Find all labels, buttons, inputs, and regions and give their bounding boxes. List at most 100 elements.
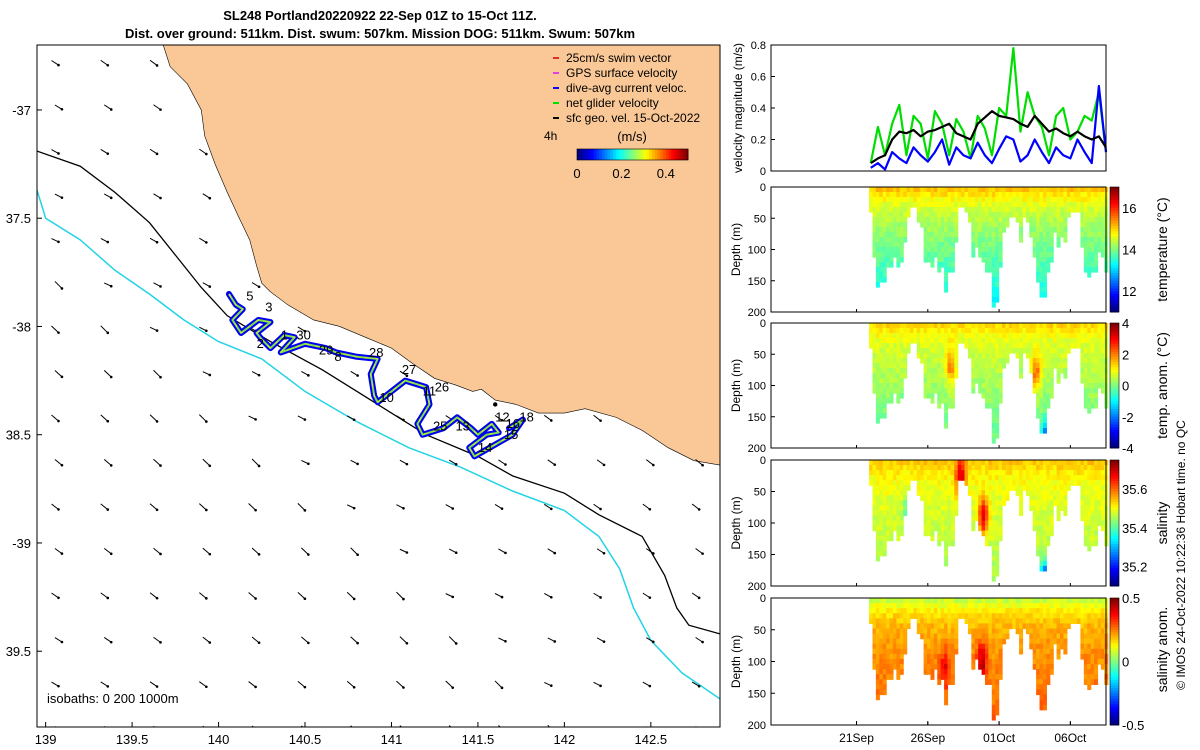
- section-cell: [889, 212, 894, 218]
- section-cell: [933, 333, 938, 339]
- section-cell: [889, 603, 894, 609]
- section-cell: [995, 505, 1000, 511]
- current-arrow: [248, 681, 256, 688]
- current-arrow: [199, 237, 207, 243]
- section-cell: [1049, 227, 1054, 233]
- section-cell: [1063, 232, 1068, 238]
- section-cell: [927, 393, 932, 399]
- section-cell: [1019, 510, 1024, 517]
- section-cell: [1080, 192, 1085, 198]
- section-cell: [875, 495, 880, 501]
- section-cell: [1042, 373, 1047, 379]
- section-cell: [892, 664, 897, 670]
- section-cell: [1094, 187, 1099, 193]
- section-cell: [1012, 328, 1017, 334]
- section-cell: [892, 618, 897, 624]
- section-cell: [927, 515, 932, 522]
- current-arrow-head: [109, 640, 113, 644]
- section-cell: [964, 323, 969, 329]
- colorbar-cell: [1110, 421, 1119, 426]
- section-cell: [1008, 328, 1013, 334]
- section-cell: [1100, 227, 1105, 233]
- section-cell: [988, 535, 993, 542]
- section-cell: [981, 643, 986, 650]
- section-cell: [974, 638, 979, 645]
- section-cell: [896, 373, 901, 379]
- current-arrow-head: [648, 596, 652, 599]
- current-arrow-head: [701, 729, 704, 732]
- section-cell: [944, 237, 949, 243]
- section-cell: [1015, 192, 1020, 198]
- section-cell: [1083, 510, 1088, 517]
- section-cell: [1094, 202, 1099, 208]
- section-cell: [1090, 333, 1095, 339]
- section-cell: [1053, 192, 1058, 198]
- section-cell: [1012, 348, 1017, 354]
- section-cell: [1019, 638, 1024, 645]
- section-cell: [937, 237, 942, 243]
- section-cell: [1059, 353, 1064, 359]
- section-cell: [923, 323, 928, 329]
- current-arrow-head: [60, 640, 64, 644]
- section-cell: [1070, 460, 1075, 466]
- section-cell: [954, 232, 959, 238]
- colorbar-cell: [654, 149, 658, 160]
- section-cell: [899, 252, 904, 258]
- track-day-label: 15: [504, 427, 518, 442]
- section-cell: [1083, 262, 1088, 268]
- section-cell: [1019, 373, 1024, 379]
- section-cell: [947, 338, 952, 344]
- section-cell: [1056, 648, 1061, 655]
- section-cell: [1036, 510, 1041, 517]
- section-cell: [978, 603, 983, 609]
- colorbar-cell: [1110, 600, 1119, 604]
- section-cell: [995, 540, 1000, 547]
- section-cell: [957, 475, 962, 481]
- section-cell: [1087, 267, 1092, 273]
- section-cell: [896, 237, 901, 243]
- section-cell: [998, 368, 1003, 374]
- current-arrow-head: [155, 152, 159, 156]
- section-cell: [988, 338, 993, 344]
- section-cell: [1083, 613, 1088, 619]
- section-ytick-label: 200: [748, 581, 766, 593]
- section-cell: [1080, 217, 1085, 223]
- section-cell: [950, 535, 955, 542]
- section-cell: [896, 510, 901, 517]
- section-cell: [1100, 664, 1105, 670]
- section-cell: [1032, 353, 1037, 359]
- section-cell: [875, 207, 880, 213]
- section-cell: [903, 618, 908, 624]
- section-cell: [954, 500, 959, 506]
- section-cell: [1053, 363, 1058, 369]
- section-cell: [923, 222, 928, 228]
- section-cell: [937, 257, 942, 263]
- section-cell: [1087, 207, 1092, 213]
- section-cell: [967, 207, 972, 213]
- section-cell: [988, 323, 993, 329]
- section-cell: [930, 197, 935, 203]
- section-cell: [1087, 323, 1092, 329]
- section-cell: [916, 343, 921, 349]
- section-cell: [998, 242, 1003, 248]
- section-cell: [981, 257, 986, 263]
- section-cell: [927, 638, 932, 645]
- colorbar-cell: [1110, 205, 1119, 209]
- section-cell: [981, 628, 986, 635]
- section-cell: [1083, 202, 1088, 208]
- colorbar-cell: [1110, 583, 1119, 587]
- section-cell: [1097, 192, 1102, 198]
- section-cell: [944, 388, 949, 394]
- section-cell: [889, 669, 894, 675]
- section-cell: [1012, 343, 1017, 349]
- current-arrow-head: [602, 463, 606, 467]
- colorbar-cell: [1110, 653, 1119, 657]
- section-cell: [937, 212, 942, 218]
- section-cell: [1036, 272, 1041, 278]
- section-cell: [988, 598, 993, 604]
- colorbar-cell: [1110, 442, 1119, 446]
- section-cell: [961, 192, 966, 198]
- section-cell: [1019, 618, 1024, 624]
